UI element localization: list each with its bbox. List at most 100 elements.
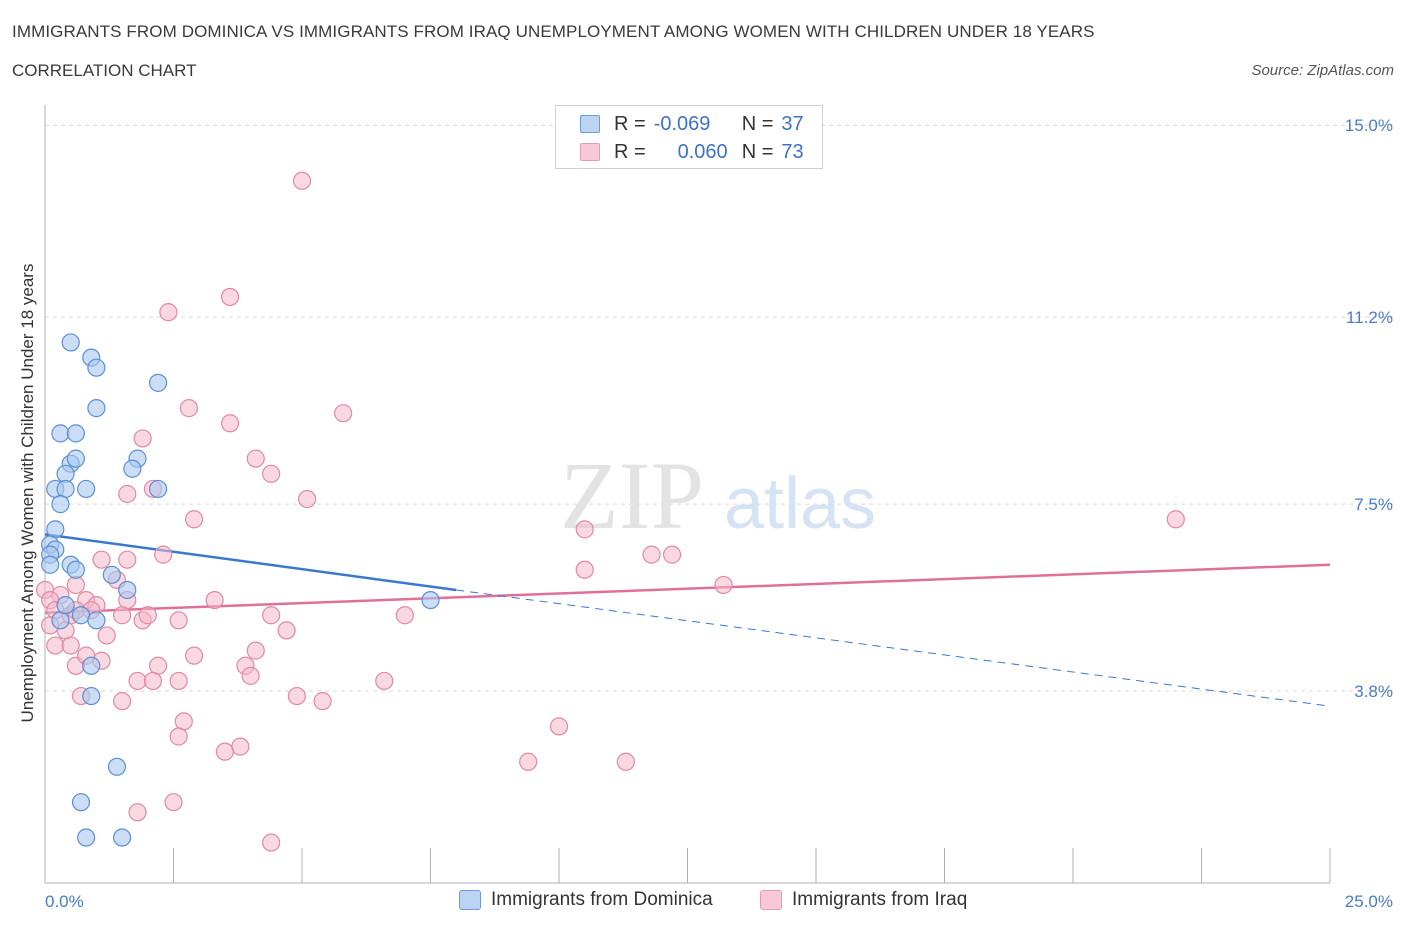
dominica-point: [77, 828, 96, 847]
iraq-point: [97, 626, 116, 645]
iraq-point: [642, 545, 661, 564]
tick-labels: 3.8% 7.5% 11.2% 15.0% 0.0% 25.0%: [45, 116, 1393, 911]
iraq-point: [112, 606, 132, 625]
iraq-point: [395, 606, 414, 625]
iraq-point: [46, 636, 65, 655]
trend-lines: [44, 533, 1331, 707]
iraq-point: [714, 575, 733, 595]
dominica-point: [66, 449, 85, 468]
dominica-point: [56, 596, 75, 615]
legend-r-value: 0.060: [677, 140, 728, 163]
iraq-point: [159, 303, 178, 322]
iraq-point: [575, 520, 594, 539]
iraq-point: [164, 793, 183, 812]
iraq-point: [154, 545, 173, 564]
legend-item-iraq[interactable]: Immigrants from Iraq: [760, 889, 967, 911]
iraq-point: [205, 590, 224, 610]
x-tick-label: 0.0%: [45, 892, 84, 911]
iraq-point: [220, 414, 240, 433]
iraq-point: [246, 449, 265, 468]
dominica-point: [102, 565, 121, 584]
dominica-point: [421, 590, 440, 610]
iraq-point: [61, 636, 80, 655]
iraq-point: [66, 575, 85, 595]
iraq-point: [277, 621, 296, 640]
iraq-points: [35, 171, 1185, 852]
iraq-point: [148, 656, 168, 675]
legend-n-label: N =: [741, 140, 774, 163]
iraq-point: [1166, 510, 1185, 529]
iraq-point: [138, 606, 157, 625]
dominica-point: [87, 611, 106, 630]
y-tick-label: 15.0%: [1345, 116, 1393, 135]
dominica-point: [118, 580, 137, 600]
iraq-point: [179, 399, 199, 418]
dominica-point: [107, 757, 127, 776]
iraq-swatch: [580, 143, 600, 161]
iraq-point: [313, 692, 332, 711]
dominica-point: [51, 424, 70, 443]
dominica-point: [77, 479, 96, 499]
iraq-point: [118, 484, 137, 504]
iraq-point: [231, 737, 250, 756]
legend-label-iraq: Immigrants from Iraq: [792, 889, 968, 910]
iraq-point: [184, 646, 204, 665]
iraq-point: [241, 666, 260, 685]
iraq-point: [375, 671, 394, 691]
dominica-point: [66, 560, 85, 579]
dominica-point: [41, 555, 60, 574]
dominica-point: [82, 686, 101, 706]
dominica-swatch: [580, 115, 600, 133]
watermark: ZIP atlas: [560, 442, 876, 549]
iraq-point: [262, 464, 281, 483]
iraq-point: [92, 550, 111, 569]
legend-n-label: N =: [741, 112, 774, 135]
iraq-point: [292, 171, 312, 190]
iraq-point: [143, 671, 163, 691]
iraq-point: [262, 833, 281, 852]
iraq-point: [169, 671, 188, 691]
dominica-point: [51, 495, 70, 514]
chart-title: IMMIGRANTS FROM DOMINICA VS IMMIGRANTS F…: [12, 22, 1095, 41]
y-tick-label: 11.2%: [1346, 308, 1393, 327]
legend-row-iraq: R = 0.060 N = 73: [580, 139, 804, 165]
legend-item-dominica[interactable]: Immigrants from Dominica: [459, 889, 713, 911]
legend-n-value: 73: [781, 140, 804, 163]
dominica-trend-extension: [456, 589, 1331, 707]
iraq-point: [215, 742, 234, 761]
dominica-point: [148, 373, 168, 392]
dominica-point: [123, 459, 142, 478]
legend-n-value: 37: [781, 112, 804, 135]
legend-r-label: R =: [614, 140, 646, 163]
watermark-atlas: atlas: [724, 464, 876, 544]
iraq-point: [128, 671, 147, 691]
source-label: Source: ZipAtlas.com: [1251, 62, 1394, 79]
iraq-legend-swatch: [760, 890, 782, 910]
stats-legend: R = -0.069 N = 37 R = 0.060 N = 73: [555, 105, 823, 169]
legend-r-label: R =: [614, 112, 646, 135]
dominica-point: [71, 793, 91, 812]
iraq-point: [118, 550, 137, 569]
iraq-point: [128, 803, 147, 822]
dominica-point: [71, 606, 91, 625]
y-tick-label: 7.5%: [1354, 495, 1393, 514]
iraq-point: [174, 712, 193, 731]
dominica-point: [46, 520, 65, 539]
iraq-point: [616, 752, 635, 771]
dominica-point: [51, 611, 70, 630]
iraq-point: [519, 752, 538, 771]
dominica-point: [82, 656, 101, 675]
iraq-point: [112, 692, 132, 711]
dominica-points: [41, 333, 440, 847]
dominica-point: [56, 464, 75, 483]
dominica-point: [66, 424, 85, 443]
iraq-point: [298, 489, 317, 509]
dominica-point: [56, 479, 75, 499]
legend-label-dominica: Immigrants from Dominica: [491, 889, 713, 910]
legend-row-dominica: R = -0.069 N = 37: [580, 111, 804, 137]
x-tick-label: 25.0%: [1345, 892, 1393, 911]
iraq-point: [246, 641, 265, 660]
dominica-legend-swatch: [459, 890, 481, 910]
iraq-point: [169, 611, 188, 630]
